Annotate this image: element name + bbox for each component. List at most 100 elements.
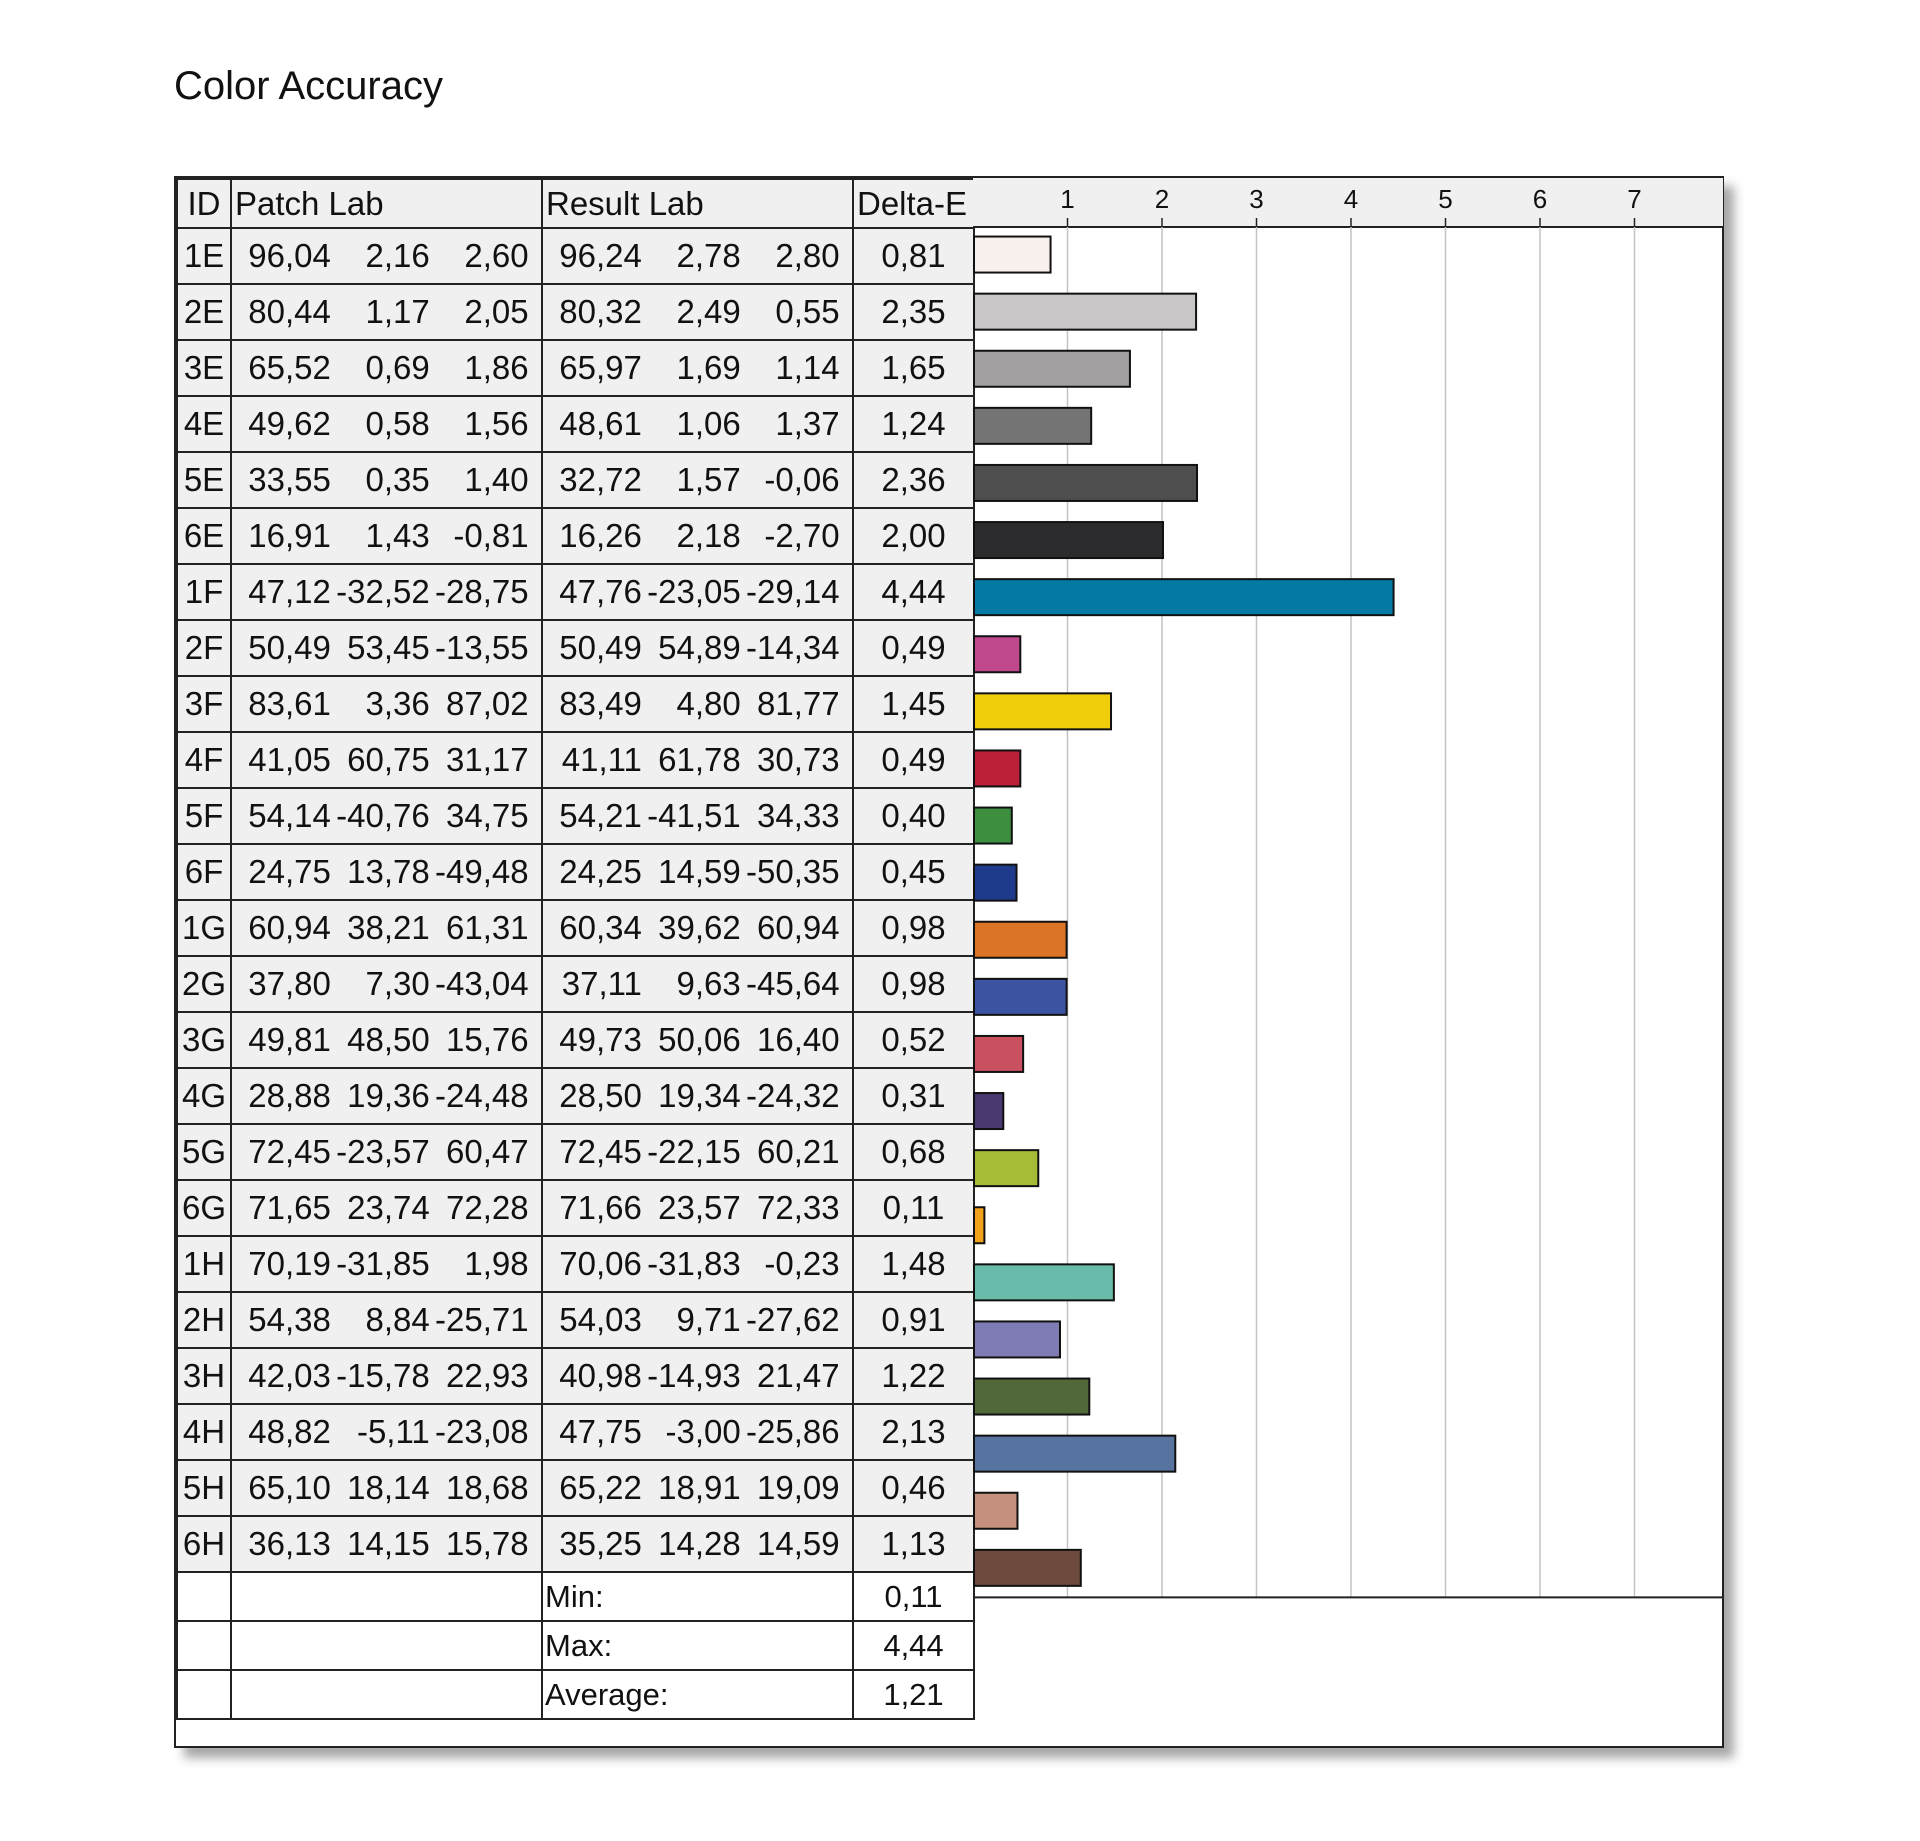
patch-lab-value: 83,61 xyxy=(248,685,331,722)
table-row: 5F 54,14 -40,76 34,75 54,21 -41,51 34,33 0,40 xyxy=(176,787,975,845)
result-lab-value: -50,35 xyxy=(746,853,840,890)
patch-lab-value: -5,11 xyxy=(356,1413,430,1450)
table-row: 1G 60,94 38,21 61,31 60,34 39,62 60,94 0,98 xyxy=(176,899,975,957)
result-lab-value: 35,25 xyxy=(559,1525,642,1562)
patch-lab-value: -49,48 xyxy=(435,853,529,890)
patch-lab-value: 2,05 xyxy=(464,293,529,330)
delta-e-value: 0,81 xyxy=(852,227,975,285)
x-tick-label: 1 xyxy=(1060,184,1074,214)
bar xyxy=(973,1092,1005,1131)
table-row: 1E 96,04 2,16 2,60 96,24 2,78 2,80 0,81 xyxy=(176,227,975,285)
result-lab-value: 2,49 xyxy=(676,293,741,330)
result-lab-value: -29,14 xyxy=(746,573,840,610)
delta-e-value: 2,13 xyxy=(852,1403,975,1461)
patch-lab-value: 60,94 xyxy=(248,909,331,946)
result-lab-value: 37,11 xyxy=(561,965,642,1002)
result-lab-value: 9,71 xyxy=(676,1301,741,1338)
bar xyxy=(973,635,1022,674)
delta-e-value: 0,31 xyxy=(852,1067,975,1125)
result-lab: 54,03 9,71 -27,62 xyxy=(541,1291,854,1349)
patch-lab: 33,55 0,35 1,40 xyxy=(230,451,543,509)
result-lab-value: 60,34 xyxy=(559,909,642,946)
delta-e-value: 0,46 xyxy=(852,1459,975,1517)
row-id: 4G xyxy=(176,1067,232,1125)
bar xyxy=(973,578,1395,617)
result-lab-value: 14,28 xyxy=(658,1525,741,1562)
result-lab-value: 2,78 xyxy=(676,237,741,274)
patch-lab-value: 23,74 xyxy=(347,1189,430,1226)
result-lab-value: 16,40 xyxy=(757,1021,840,1058)
row-id: 6G xyxy=(176,1179,232,1237)
patch-lab: 49,81 48,50 15,76 xyxy=(230,1011,543,1069)
result-lab-value: 40,98 xyxy=(559,1357,642,1394)
result-lab-value: 23,57 xyxy=(658,1189,741,1226)
table-row: 3F 83,61 3,36 87,02 83,49 4,80 81,77 1,45 xyxy=(176,675,975,733)
patch-lab-value: 49,62 xyxy=(248,405,331,442)
delta-e-value: 1,65 xyxy=(852,339,975,397)
x-tick-label: 3 xyxy=(1249,184,1263,214)
table-row: 6G 71,65 23,74 72,28 71,66 23,57 72,33 0,11 xyxy=(176,1179,975,1237)
patch-lab-value: 54,14 xyxy=(248,797,331,834)
patch-lab-value: 60,75 xyxy=(347,741,430,778)
result-lab-value: 28,50 xyxy=(559,1077,642,1114)
result-lab: 47,75 -3,00 -25,86 xyxy=(541,1403,854,1461)
table-row: 6H 36,13 14,15 15,78 35,25 14,28 14,59 1,13 xyxy=(176,1515,975,1573)
patch-lab-value: -40,76 xyxy=(336,797,430,834)
result-lab-value: 72,45 xyxy=(559,1133,642,1170)
summary-value: 0,11 xyxy=(852,1571,975,1622)
row-id: 4F xyxy=(176,731,232,789)
patch-lab-value: 8,84 xyxy=(365,1301,430,1338)
result-lab-value: 65,22 xyxy=(559,1469,642,1506)
patch-lab-value: 61,31 xyxy=(446,909,529,946)
patch-lab: 54,14 -40,76 34,75 xyxy=(230,787,543,845)
result-lab-value: 50,49 xyxy=(559,629,642,666)
delta-e-value: 1,45 xyxy=(852,675,975,733)
summary-row: Average: 1,21 xyxy=(176,1669,975,1720)
row-id: 1H xyxy=(176,1235,232,1293)
table-row: 5G 72,45 -23,57 60,47 72,45 -22,15 60,21 0,68 xyxy=(176,1123,975,1181)
delta-e-value: 0,68 xyxy=(852,1123,975,1181)
patch-lab-value: 96,04 xyxy=(248,237,331,274)
patch-lab-value: -25,71 xyxy=(435,1301,529,1338)
result-lab-value: 14,59 xyxy=(658,853,741,890)
patch-lab-value: 1,43 xyxy=(365,517,430,554)
delta-e-value: 0,91 xyxy=(852,1291,975,1349)
patch-lab-value: -32,52 xyxy=(336,573,430,610)
row-id: 3G xyxy=(176,1011,232,1069)
patch-lab-value: 0,58 xyxy=(365,405,430,442)
x-tick-label: 7 xyxy=(1627,184,1641,214)
patch-lab-value: 72,28 xyxy=(446,1189,529,1226)
bar xyxy=(973,349,1131,388)
patch-lab-value: 87,02 xyxy=(446,685,529,722)
patch-lab-value: 22,93 xyxy=(446,1357,529,1394)
row-id: 6E xyxy=(176,507,232,565)
bar xyxy=(973,920,1068,959)
result-lab: 49,73 50,06 16,40 xyxy=(541,1011,854,1069)
patch-lab-value: 33,55 xyxy=(248,461,331,498)
result-lab-value: -41,51 xyxy=(647,797,741,834)
summary-empty xyxy=(176,1620,232,1671)
result-lab-value: 41,11 xyxy=(561,741,642,778)
result-lab-value: 54,03 xyxy=(559,1301,642,1338)
x-tick-label: 5 xyxy=(1438,184,1452,214)
delta-e-value: 0,98 xyxy=(852,955,975,1013)
chart-header-band xyxy=(973,178,1723,227)
result-lab: 50,49 54,89 -14,34 xyxy=(541,619,854,677)
result-lab: 65,22 18,91 19,09 xyxy=(541,1459,854,1517)
table-row: 5H 65,10 18,14 18,68 65,22 18,91 19,09 0,46 xyxy=(176,1459,975,1517)
summary-empty xyxy=(176,1571,232,1622)
result-lab-value: 60,21 xyxy=(757,1133,840,1170)
patch-lab-value: 1,98 xyxy=(464,1245,529,1282)
patch-lab-value: 71,65 xyxy=(248,1189,331,1226)
row-id: 3F xyxy=(176,675,232,733)
result-lab: 60,34 39,62 60,94 xyxy=(541,899,854,957)
result-lab-value: -2,70 xyxy=(764,517,840,554)
patch-lab: 54,38 8,84 -25,71 xyxy=(230,1291,543,1349)
table-row: 4H 48,82 -5,11 -23,08 47,75 -3,00 -25,86 2,13 xyxy=(176,1403,975,1461)
patch-lab-value: 18,14 xyxy=(347,1469,430,1506)
bar xyxy=(973,1206,986,1245)
bar xyxy=(973,235,1052,274)
patch-lab-value: 0,35 xyxy=(365,461,430,498)
table-row: 3H 42,03 -15,78 22,93 40,98 -14,93 21,47 1,22 xyxy=(176,1347,975,1405)
row-id: 3H xyxy=(176,1347,232,1405)
